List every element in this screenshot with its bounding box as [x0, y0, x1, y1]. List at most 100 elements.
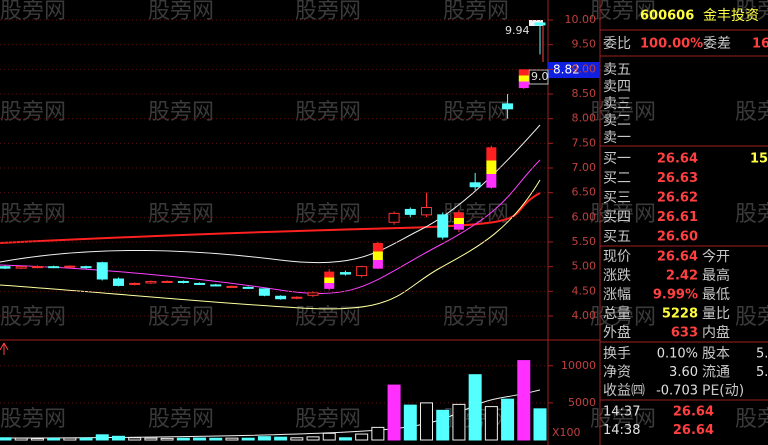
volume-bar [257, 436, 271, 441]
volume-bar [468, 374, 482, 441]
watermark: 股旁网 [148, 100, 214, 125]
buy-label: 买五 [603, 229, 631, 245]
watermark: 股旁网 [0, 407, 66, 432]
watermark: 股旁网 [590, 202, 656, 227]
y-tick-label: 6.50 [572, 186, 597, 199]
candle-body [0, 266, 11, 269]
panel-value: 100.00% [640, 37, 703, 52]
arrow-icon [0, 342, 9, 355]
watermark: 股旁网 [735, 100, 768, 125]
quote-label: 总量 [603, 306, 631, 322]
quote-value: 5228 [662, 307, 698, 322]
candle-body [210, 284, 222, 287]
y-tick-label: 9.50 [572, 38, 597, 51]
info-label: 换手 [603, 345, 631, 362]
candle-body [291, 296, 303, 299]
volume-bar [290, 437, 304, 441]
quote-label: 涨幅 [603, 287, 631, 303]
candle-body [112, 278, 124, 286]
volume-bar [306, 436, 320, 441]
quote-value: 9.99% [653, 288, 698, 303]
cursor-label: 9.0 [531, 70, 549, 83]
buy-price: 26.60 [657, 230, 698, 245]
quote-label: 外盘 [603, 324, 631, 341]
price-box [548, 62, 600, 78]
buy-label: 买四 [603, 210, 631, 226]
volume-bar [95, 434, 109, 441]
candle-body [534, 22, 546, 26]
quote-label: 现价 [603, 249, 631, 265]
candle-body [64, 265, 76, 268]
panel-label: 委比 [603, 36, 631, 52]
quote-label: 涨跌 [603, 268, 631, 284]
candle-body [145, 280, 157, 284]
panel-label: 委差 [703, 36, 731, 52]
watermark: 股旁网 [590, 100, 656, 125]
sell-label: 卖三 [603, 96, 631, 112]
volume-bar [533, 408, 547, 441]
ma-line [0, 124, 541, 264]
volume-bar [176, 437, 190, 441]
candle-body [226, 285, 238, 288]
quote-label: 最低 [702, 287, 730, 303]
y-tick-label: 10.00 [565, 13, 597, 26]
quote-label: 最高 [702, 267, 730, 284]
watermark: 股旁网 [148, 0, 214, 24]
sell-label: 卖五 [603, 62, 631, 78]
volume-bar [420, 402, 434, 441]
volume-bar [322, 432, 336, 441]
volume-bar [501, 398, 515, 441]
watermark: 股旁网 [443, 100, 509, 125]
candle-body [242, 286, 254, 289]
label-box [528, 69, 549, 85]
quote-label: 量比 [702, 306, 730, 322]
quote-value: 26.64 [657, 250, 698, 265]
info-label: PE(动) [702, 383, 744, 399]
watermark: 股旁网 [443, 305, 509, 330]
candle-body [388, 212, 400, 223]
volume-bar [517, 360, 531, 441]
buy-label: 买二 [603, 171, 631, 187]
volume-bar [193, 437, 207, 441]
info-label: 净资 [603, 365, 631, 381]
watermark: 股旁网 [295, 100, 361, 125]
candle-body [194, 282, 206, 285]
info-value: 0.10% [657, 347, 698, 362]
volume-bar [371, 426, 385, 441]
watermark: 股旁网 [148, 202, 214, 227]
candle-body [96, 262, 108, 280]
volume-bar [111, 435, 125, 441]
y2-tick-label: 10000 [561, 359, 596, 372]
tick-time: 14:38 [603, 423, 640, 438]
ma-line [0, 192, 541, 244]
high-label: 9.94 [505, 24, 530, 37]
volume-bar [0, 437, 12, 441]
volume-bar [436, 409, 450, 441]
buy-volume: 15 [750, 152, 768, 167]
quote-value: 2.42 [666, 269, 698, 284]
volume-bar [355, 433, 369, 441]
y-tick-label: 4.50 [572, 284, 597, 297]
quote-label: 今开 [702, 249, 730, 265]
y-tick-label: 7.00 [572, 161, 597, 174]
buy-price: 26.61 [657, 210, 698, 225]
y-tick-label: 8.00 [572, 112, 597, 125]
ma-line [0, 179, 541, 310]
watermark: 股旁网 [295, 202, 361, 227]
watermark: 股旁网 [0, 202, 66, 227]
quote-value: 633 [671, 326, 698, 341]
candle-body [469, 182, 481, 188]
volume-bar [387, 384, 401, 441]
info-value: 3.60 [669, 365, 698, 380]
candle-body [372, 242, 383, 269]
candle-body [518, 69, 529, 89]
volume-bar [241, 437, 255, 441]
y-tick-label: 9.00 [572, 62, 597, 75]
candle-body [129, 282, 141, 285]
volume-bar [144, 437, 158, 441]
buy-label: 买三 [603, 190, 631, 206]
volume-bar [30, 438, 44, 441]
candle-body [15, 266, 27, 269]
sell-label: 卖一 [603, 130, 631, 146]
